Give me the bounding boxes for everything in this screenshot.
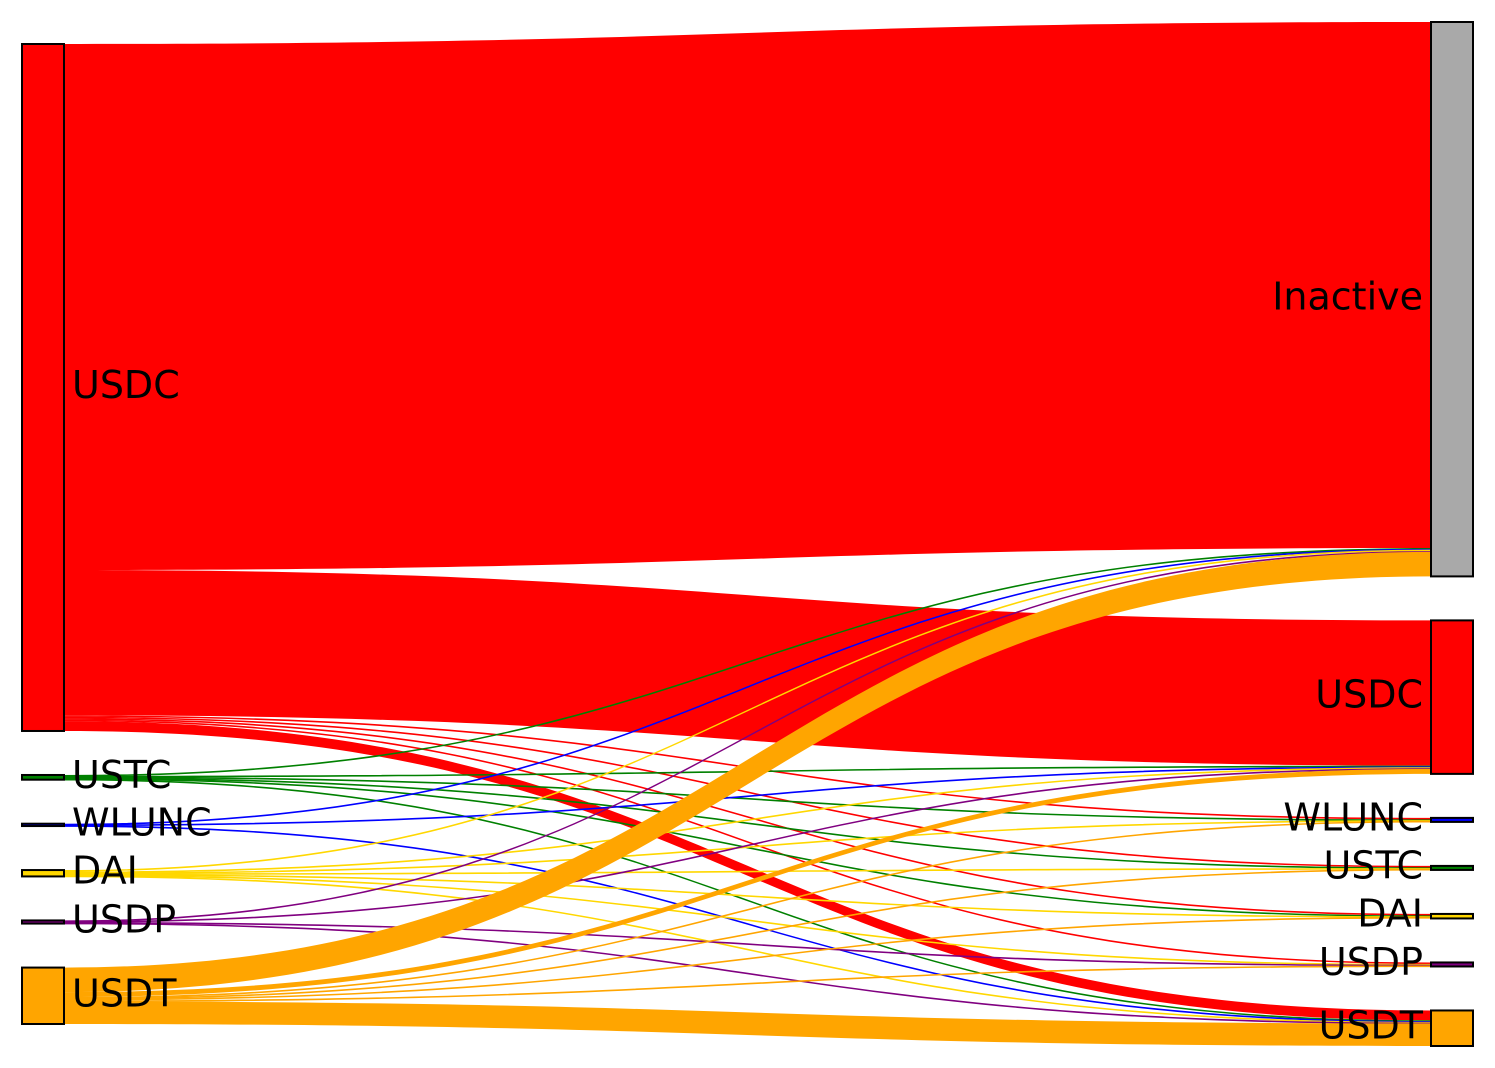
link: [64, 22, 1431, 571]
link: [64, 777, 1431, 869]
link: [64, 551, 1431, 923]
link: [64, 874, 1431, 966]
link: [64, 965, 1431, 1003]
node-label: USDC: [1315, 673, 1423, 717]
node-label: Inactive: [1272, 275, 1423, 319]
node: [21, 773, 65, 781]
link: [64, 776, 1431, 821]
link: [64, 820, 1431, 999]
link: [64, 921, 1431, 967]
link: [64, 548, 1431, 826]
link: [64, 716, 1431, 868]
link: [64, 1001, 1431, 1046]
link: [64, 548, 1431, 777]
link: [64, 718, 1431, 916]
node-label: USDC: [72, 363, 180, 407]
link: [64, 778, 1431, 1022]
node-label: DAI: [1357, 892, 1423, 936]
node: [21, 966, 65, 1025]
link: [64, 719, 1431, 965]
link: [64, 922, 1431, 1025]
node-label: USDP: [72, 897, 176, 941]
link: [64, 820, 1431, 875]
link: [64, 874, 1431, 918]
node: [21, 43, 65, 732]
node-label: WLUNC: [1283, 795, 1423, 839]
node: [21, 822, 65, 828]
node-label: USDT: [1319, 1004, 1424, 1048]
link: [64, 551, 1431, 993]
node: [1430, 619, 1474, 775]
node: [1430, 816, 1474, 823]
link: [64, 768, 1431, 923]
link: [64, 767, 1431, 874]
link: [64, 766, 1431, 827]
link: [64, 916, 1431, 1001]
link: [64, 875, 1431, 1024]
links: [64, 22, 1431, 1046]
node-label: USDT: [72, 971, 177, 1015]
node-label: USTC: [72, 753, 171, 797]
link: [64, 868, 1431, 875]
node-label: USTC: [1324, 843, 1423, 887]
node: [1430, 864, 1474, 871]
node-label: DAI: [72, 849, 138, 893]
node: [1430, 1009, 1474, 1048]
link: [64, 549, 1431, 872]
node-label: WLUNC: [72, 800, 212, 844]
node: [21, 919, 65, 925]
node: [1430, 961, 1474, 968]
node: [1430, 21, 1474, 578]
nodes: USDCUSTCWLUNCDAIUSDPUSDTInactiveUSDCWLUN…: [21, 21, 1474, 1048]
link: [64, 721, 1431, 1021]
link: [64, 825, 1431, 1023]
link: [64, 868, 1431, 1000]
node-label: USDP: [1319, 940, 1423, 984]
node: [1430, 912, 1474, 920]
link: [64, 768, 1431, 998]
node: [21, 869, 65, 878]
